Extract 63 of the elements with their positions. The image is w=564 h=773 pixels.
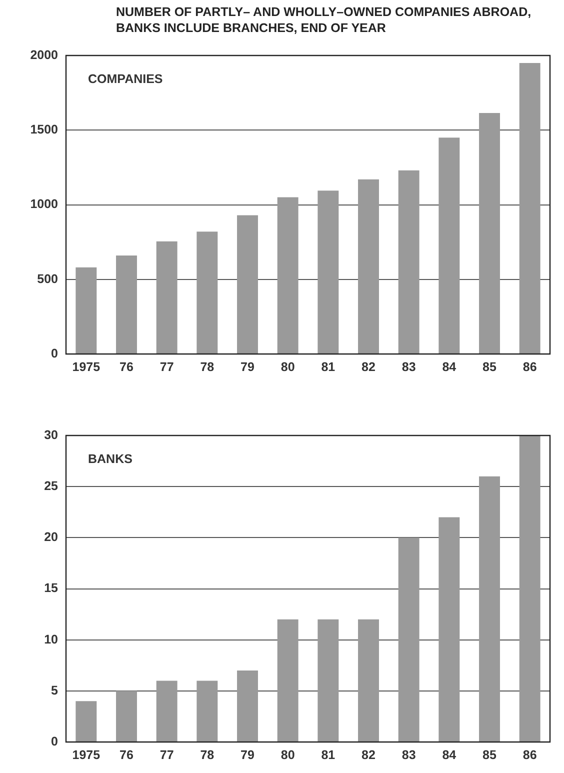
bar <box>479 112 500 354</box>
y-tick-label: 2000 <box>30 48 58 62</box>
x-tick-label: 77 <box>160 360 174 374</box>
bar <box>519 62 540 354</box>
bar <box>277 197 298 354</box>
annotation: BANKS <box>88 452 132 466</box>
y-tick-label: 30 <box>44 428 58 442</box>
x-tick-label: 84 <box>442 360 456 374</box>
x-tick-label: 83 <box>402 360 416 374</box>
x-tick-label: 76 <box>120 748 134 762</box>
bar <box>76 267 97 354</box>
y-tick-label: 5 <box>51 683 58 698</box>
bar <box>76 701 97 742</box>
x-tick-label: 79 <box>240 360 254 374</box>
bar <box>237 215 258 354</box>
bar <box>156 241 178 354</box>
bar <box>438 138 460 354</box>
y-tick-label: 20 <box>44 530 58 544</box>
y-tick-label: 1000 <box>30 197 58 212</box>
bar <box>358 179 379 354</box>
bar <box>116 255 137 354</box>
bar <box>519 436 540 742</box>
bar <box>318 190 339 354</box>
y-tick-label: 0 <box>51 346 58 360</box>
x-tick-label: 84 <box>442 748 456 762</box>
x-tick-label: 82 <box>362 748 376 762</box>
x-tick-label: 79 <box>240 748 254 762</box>
x-tick-label: 78 <box>200 748 214 762</box>
x-tick-label: 86 <box>522 748 537 762</box>
bar <box>196 680 218 742</box>
x-tick-label: 1975 <box>72 360 100 374</box>
x-tick-label: 80 <box>280 748 295 762</box>
x-tick-label: 85 <box>482 748 496 762</box>
bar <box>277 619 298 742</box>
bar <box>438 517 460 742</box>
x-tick-label: 85 <box>482 360 496 374</box>
y-tick-label: 1500 <box>30 122 58 137</box>
x-tick-label: 81 <box>321 748 336 762</box>
x-tick-label: 78 <box>200 360 214 374</box>
x-tick-label: 76 <box>120 360 134 374</box>
bar <box>156 680 178 742</box>
x-tick-label: 1975 <box>72 748 100 762</box>
x-tick-label: 77 <box>160 748 174 762</box>
y-tick-label: 10 <box>44 632 58 646</box>
bar <box>318 619 339 742</box>
y-tick-label: 25 <box>44 479 58 494</box>
x-tick-label: 83 <box>402 748 416 762</box>
annotation: COMPANIES <box>88 72 163 86</box>
x-tick-label: 81 <box>321 360 336 374</box>
x-tick-label: 86 <box>522 360 537 374</box>
bar <box>398 170 420 354</box>
x-tick-label: 80 <box>280 360 295 374</box>
bar <box>479 476 500 742</box>
y-tick-label: 0 <box>51 734 58 748</box>
x-tick-label: 82 <box>362 360 376 374</box>
y-tick-label: 15 <box>44 581 58 596</box>
y-tick-label: 500 <box>37 272 58 286</box>
bar <box>196 232 218 354</box>
bar <box>237 670 258 742</box>
bar <box>116 690 137 742</box>
bar <box>398 538 420 742</box>
chart-title: NUMBER OF PARTLY– AND WHOLLY–OWNED COMPANIES ABROAD, BANKS INCLUDE BRANCHES, END OF YEAR <box>116 4 532 36</box>
bar <box>358 619 379 742</box>
